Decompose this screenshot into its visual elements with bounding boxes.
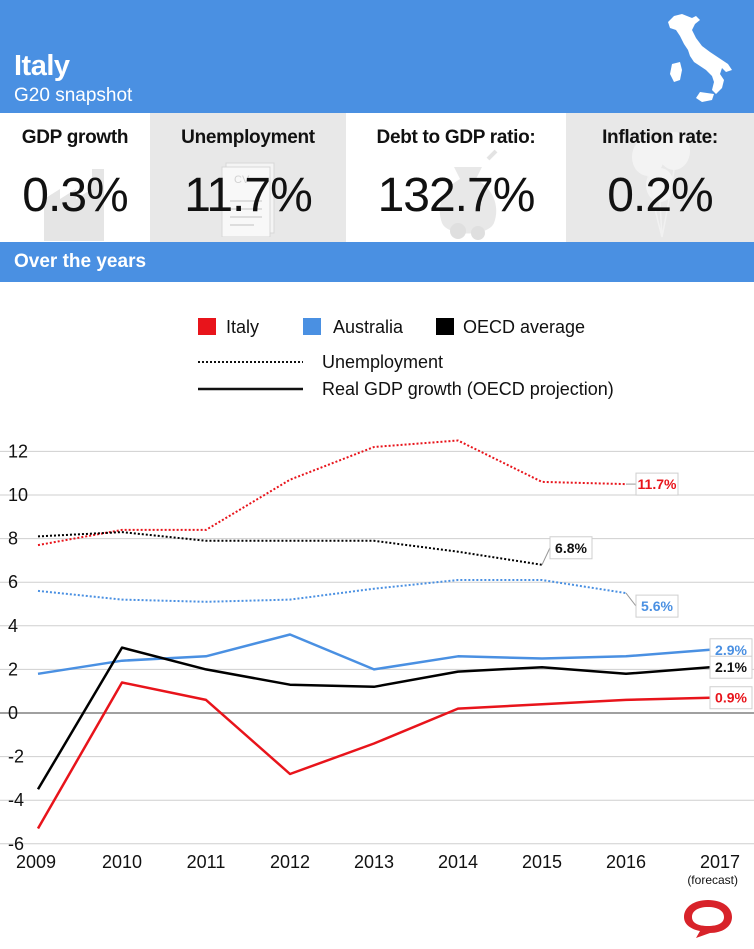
x-tick-label: 2013	[354, 852, 394, 872]
end-label-pointer	[541, 547, 551, 565]
y-tick-label: 4	[8, 616, 18, 636]
line-chart: Italy Australia OECD average Unemploymen…	[0, 317, 754, 887]
end-label-australia-real-gdp-growth: 2.9%	[715, 642, 747, 658]
the-conversation-logo	[684, 900, 732, 938]
x-tick-label: 2011	[187, 852, 226, 872]
legend-swatch-oecd	[436, 318, 454, 335]
chart-series	[36, 439, 711, 830]
stats-strip: GDP growth 0.3% CV Unemployment 11.7% De…	[0, 113, 754, 242]
stat-gdp-growth: GDP growth 0.3%	[0, 113, 150, 242]
svg-text:CV: CV	[234, 174, 250, 186]
y-tick-label: 12	[8, 441, 28, 461]
stat-unemployment: CV Unemployment 11.7%	[150, 113, 346, 242]
money-bag-icon	[439, 149, 498, 240]
factory-icon	[44, 169, 104, 241]
y-tick-label: 0	[8, 703, 18, 723]
y-tick-label: -4	[8, 790, 24, 810]
stat-value: 0.3%	[22, 169, 128, 222]
y-axis: -6 -4 -2 0 2 4 6 8 10 12	[8, 441, 28, 853]
y-tick-label: 6	[8, 572, 18, 592]
series-line-oecd-average-unemployment	[37, 531, 543, 566]
end-label-box	[549, 536, 593, 560]
stat-label: Debt to GDP ratio:	[376, 127, 536, 148]
series-line-italy-real-gdp-growth	[36, 681, 711, 830]
series-line-australia-unemployment	[37, 579, 627, 603]
chart-legend: Italy Australia OECD average Unemploymen…	[198, 317, 614, 399]
header-banner: Italy G20 snapshot	[0, 0, 754, 113]
y-tick-label: -6	[8, 834, 24, 854]
end-label-australia-unemployment: 5.6%	[641, 598, 673, 614]
section-title: Over the years	[14, 251, 147, 272]
x-tick-label: 2016	[606, 852, 646, 872]
x-tick-label: 2012	[270, 852, 310, 872]
y-tick-label: -2	[8, 747, 24, 767]
end-label-box	[709, 655, 753, 679]
legend-swatch-australia	[303, 318, 321, 335]
x-axis: 2009 2010 2011 2012 2013 2014 2015 2016 2017(for…	[16, 852, 740, 887]
x-tick-label: 2017	[700, 852, 740, 872]
series-line-oecd-average-real-gdp-growth	[36, 646, 711, 790]
end-label-box	[709, 686, 753, 710]
chart-grid	[0, 450, 754, 845]
legend-swatch-italy	[198, 318, 216, 335]
stat-value: 11.7%	[184, 169, 313, 222]
y-tick-label: 2	[8, 659, 18, 679]
x-tick-label: 2010	[102, 852, 142, 872]
legend-label-australia: Australia	[333, 317, 404, 337]
x-tick-note: (forecast)	[687, 873, 738, 887]
page-title: Italy	[14, 50, 70, 82]
end-label-box	[635, 594, 679, 618]
end-label-oecd-average-real-gdp-growth: 2.1%	[715, 659, 747, 675]
legend-label-oecd: OECD average	[463, 317, 585, 337]
page-subtitle: G20 snapshot	[14, 85, 133, 106]
x-tick-label: 2014	[438, 852, 478, 872]
stat-label: GDP growth	[21, 127, 129, 148]
legend-label-italy: Italy	[226, 317, 259, 337]
x-tick-label: 2009	[16, 852, 56, 872]
stat-inflation-rate: Inflation rate: 0.2%	[566, 113, 754, 242]
stat-value: 132.7%	[377, 169, 536, 222]
end-label-italy-unemployment: 11.7%	[638, 476, 677, 492]
cv-document-icon: CV	[221, 162, 275, 237]
balloons-icon	[632, 132, 690, 238]
stat-value: 0.2%	[607, 169, 713, 222]
end-label-oecd-average-unemployment: 6.8%	[555, 540, 587, 556]
end-label-box	[635, 472, 679, 496]
y-tick-label: 10	[8, 485, 28, 505]
x-tick-label: 2015	[522, 852, 562, 872]
italy-map-icon	[668, 14, 732, 102]
stat-label: Inflation rate:	[602, 127, 718, 148]
end-label-pointer	[625, 592, 637, 607]
series-line-australia-real-gdp-growth	[37, 633, 711, 676]
legend-label-unemployment: Unemployment	[322, 352, 443, 372]
end-labels: 11.7% 6.8% 5.6% 2.9%2.1% 0.9%	[541, 472, 753, 710]
section-band: Over the years	[0, 242, 754, 282]
stat-debt-to-gdp: Debt to GDP ratio: 132.7%	[346, 113, 566, 242]
end-label-italy-real-gdp-growth: 0.9%	[715, 690, 747, 706]
stat-label: Unemployment	[181, 127, 315, 148]
y-tick-label: 8	[8, 529, 18, 549]
series-line-italy-unemployment	[37, 439, 627, 547]
legend-label-gdp-growth: Real GDP growth (OECD projection)	[322, 379, 614, 399]
